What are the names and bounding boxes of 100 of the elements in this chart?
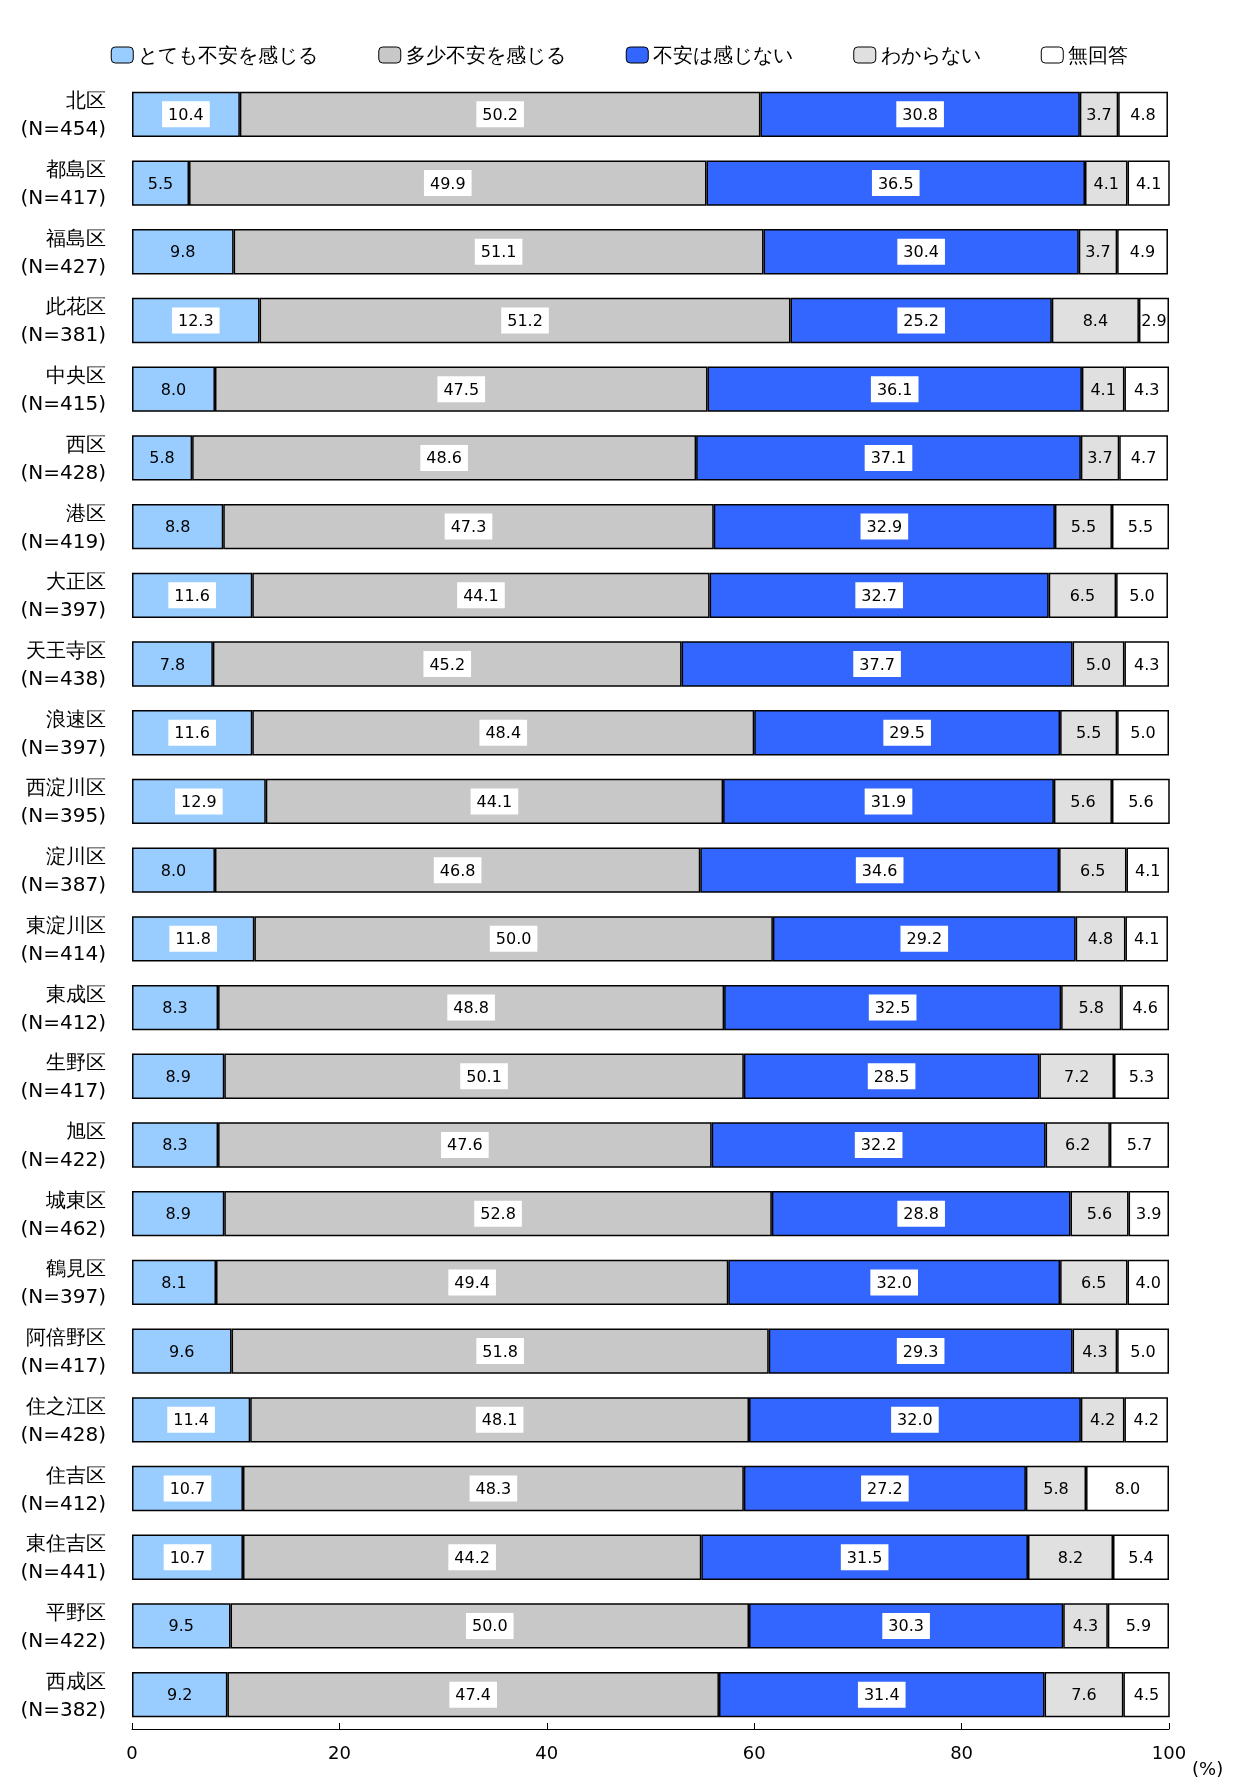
y-tick-label: 旭区 (N=422) xyxy=(20,1118,106,1171)
data-label: 28.8 xyxy=(903,1204,939,1224)
data-label: 3.7 xyxy=(1086,104,1112,124)
data-label: 51.2 xyxy=(507,310,543,330)
data-label: 47.5 xyxy=(443,379,480,399)
data-label: 28.5 xyxy=(873,1066,910,1086)
data-label: 47.6 xyxy=(447,1135,483,1155)
y-tick-label: 中央区 (N=415) xyxy=(20,363,106,416)
data-label: 44.2 xyxy=(454,1547,490,1567)
data-label: 30.4 xyxy=(903,242,939,262)
data-label: 8.3 xyxy=(162,998,188,1018)
x-tick-label: 60 xyxy=(742,1741,766,1763)
data-label: 32.0 xyxy=(897,1410,933,1430)
data-label: 34.6 xyxy=(861,860,898,880)
x-tick-label: 80 xyxy=(950,1741,974,1763)
data-label: 27.2 xyxy=(867,1479,903,1499)
data-label: 5.3 xyxy=(1128,1066,1155,1086)
data-label: 30.3 xyxy=(888,1616,924,1636)
data-label: 31.9 xyxy=(870,791,907,811)
data-label: 5.0 xyxy=(1130,723,1156,743)
data-label: 5.0 xyxy=(1130,1341,1156,1361)
data-label: 4.2 xyxy=(1089,1410,1116,1430)
data-label: 4.8 xyxy=(1130,104,1156,124)
y-tick-label: 大正区 (N=397) xyxy=(20,569,106,622)
data-label: 5.4 xyxy=(1128,1547,1154,1567)
data-label: 4.5 xyxy=(1133,1685,1160,1705)
data-label: 45.2 xyxy=(429,654,466,674)
data-label: 37.1 xyxy=(870,448,907,468)
data-label: 8.9 xyxy=(165,1066,191,1086)
y-tick-label: 住之江区 (N=428) xyxy=(20,1393,106,1446)
data-label: 4.2 xyxy=(1133,1410,1159,1430)
data-label: 10.4 xyxy=(168,104,204,124)
data-label: 4.6 xyxy=(1132,998,1158,1018)
data-label: 7.8 xyxy=(159,654,186,674)
data-label: 32.7 xyxy=(861,585,897,605)
data-label: 4.8 xyxy=(1087,929,1114,949)
legend-label: 多少不安を感じる xyxy=(405,43,566,67)
data-label: 8.0 xyxy=(1114,1479,1141,1499)
data-label: 10.7 xyxy=(169,1479,206,1499)
data-label: 4.3 xyxy=(1133,654,1160,674)
data-label: 8.8 xyxy=(164,517,191,537)
data-label: 3.7 xyxy=(1087,448,1113,468)
data-label: 5.5 xyxy=(1127,517,1154,537)
data-label: 51.8 xyxy=(482,1341,518,1361)
y-tick-label: 東成区 (N=412) xyxy=(20,981,106,1034)
data-label: 32.9 xyxy=(866,517,903,537)
data-label: 5.5 xyxy=(1075,723,1102,743)
y-tick-label: 此花区 (N=381) xyxy=(20,294,106,347)
data-label: 6.5 xyxy=(1069,585,1096,605)
data-label: 31.4 xyxy=(863,1685,900,1705)
y-tick-label: 浪速区 (N=397) xyxy=(20,706,106,759)
data-label: 4.3 xyxy=(1133,379,1160,399)
y-tick-label: 福島区 (N=427) xyxy=(20,225,106,278)
data-label: 52.8 xyxy=(480,1204,516,1224)
y-tick-label: 北区 (N=454) xyxy=(20,88,106,141)
data-label: 9.5 xyxy=(168,1616,194,1636)
data-label: 4.1 xyxy=(1093,173,1119,193)
data-label: 4.7 xyxy=(1130,448,1157,468)
y-tick-label: 西区 (N=428) xyxy=(20,431,106,484)
data-label: 5.9 xyxy=(1125,1616,1152,1636)
x-tick-label: 20 xyxy=(327,1741,351,1763)
data-label: 8.0 xyxy=(160,379,187,399)
data-label: 5.8 xyxy=(1078,998,1104,1018)
data-label: 4.3 xyxy=(1082,1341,1108,1361)
y-tick-label: 西成区 (N=382) xyxy=(20,1668,106,1721)
data-label: 6.2 xyxy=(1065,1135,1091,1155)
data-label: 4.0 xyxy=(1135,1272,1161,1292)
data-label: 49.9 xyxy=(429,173,466,193)
data-label: 4.1 xyxy=(1090,379,1116,399)
data-label: 7.2 xyxy=(1063,1066,1090,1086)
y-tick-label: 東淀川区 (N=414) xyxy=(20,912,106,965)
data-label: 9.6 xyxy=(169,1341,195,1361)
data-label: 12.9 xyxy=(181,791,217,811)
data-label: 50.1 xyxy=(466,1066,502,1086)
y-tick-label: 西淀川区 (N=395) xyxy=(20,775,106,828)
y-tick-label: 住吉区 (N=412) xyxy=(20,1462,106,1515)
data-label: 4.1 xyxy=(1135,173,1162,193)
data-label: 5.5 xyxy=(147,173,174,193)
y-tick-label: 港区 (N=419) xyxy=(20,500,106,553)
data-label: 4.1 xyxy=(1135,860,1161,880)
data-label: 12.3 xyxy=(177,310,214,330)
data-label: 10.7 xyxy=(169,1547,206,1567)
data-label: 5.6 xyxy=(1070,791,1096,811)
data-label: 5.7 xyxy=(1126,1135,1153,1155)
data-label: 29.2 xyxy=(906,929,943,949)
data-label: 5.6 xyxy=(1086,1204,1113,1224)
x-axis-title: (%) xyxy=(1192,1757,1224,1779)
data-label: 32.0 xyxy=(876,1272,913,1292)
data-label: 48.6 xyxy=(426,448,462,468)
data-label: 5.5 xyxy=(1070,517,1097,537)
legend-label: とても不安を感じる xyxy=(138,43,319,67)
y-tick-label: 都島区 (N=417) xyxy=(20,157,106,210)
data-label: 36.5 xyxy=(877,173,914,193)
legend-label: わからない xyxy=(880,43,981,67)
data-label: 8.9 xyxy=(165,1204,191,1224)
data-label: 36.1 xyxy=(876,379,913,399)
y-tick-label: 淀川区 (N=387) xyxy=(20,844,106,897)
data-label: 4.1 xyxy=(1133,929,1160,949)
data-label: 8.2 xyxy=(1057,1547,1084,1567)
data-label: 5.8 xyxy=(149,448,175,468)
